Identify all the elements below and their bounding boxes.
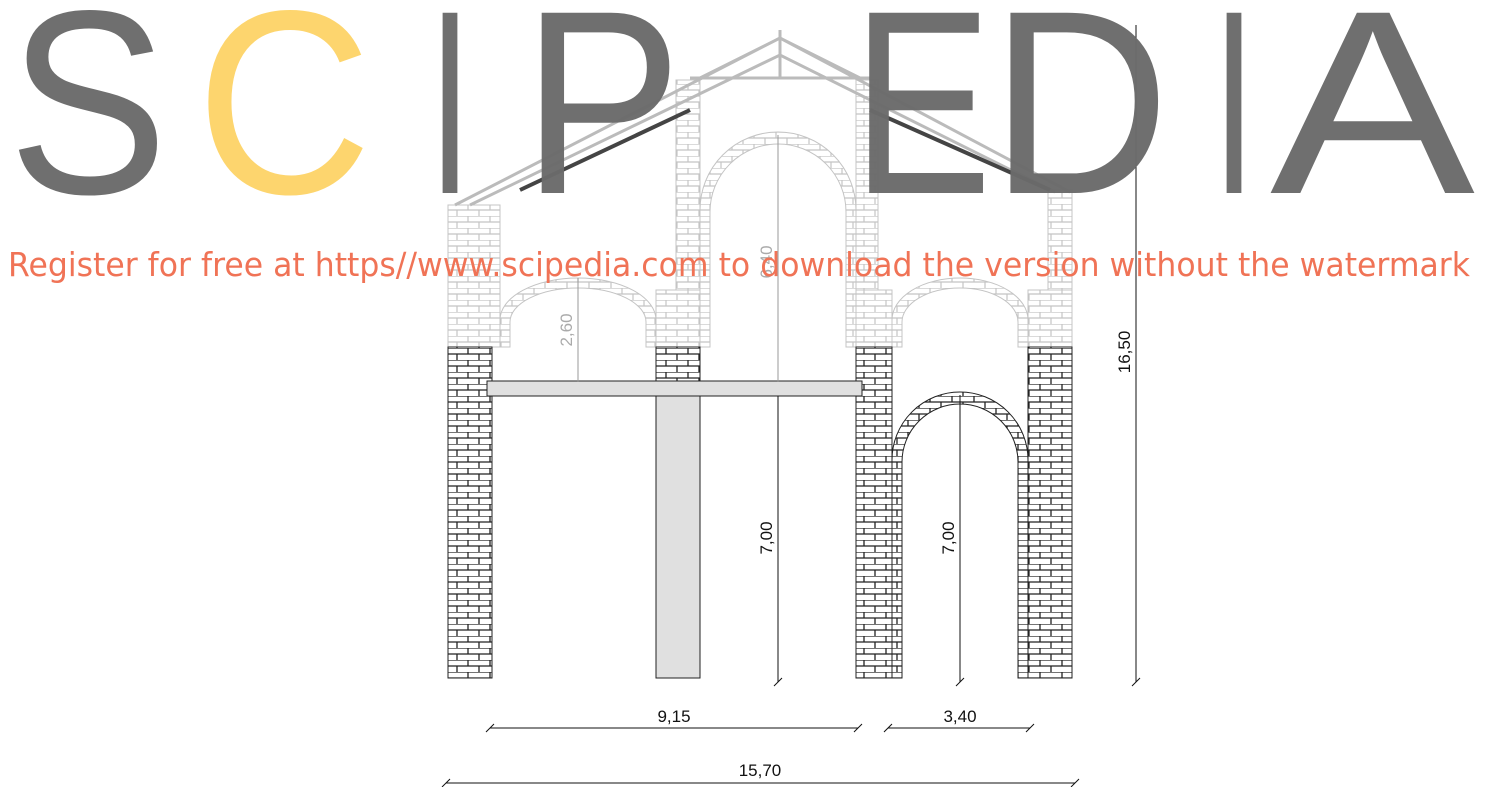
- dimension-label: 3,40: [943, 707, 976, 726]
- dimension-label: 2,60: [557, 313, 576, 346]
- logo-letter: C: [196, 0, 372, 249]
- dimension-label: 16,50: [1115, 331, 1134, 374]
- logo-letter: D: [990, 0, 1170, 249]
- logo-letter: E: [852, 0, 992, 249]
- dimension-label: 7,00: [939, 521, 958, 554]
- dimension-label: 15,70: [739, 761, 782, 780]
- logo-letter: I: [428, 0, 472, 249]
- logo-letter: P: [522, 0, 682, 249]
- logo-letter: I: [1212, 0, 1256, 249]
- drawing: 2,60 6,40 16,50 7,00 7,00 9,15 3,40 15,7…: [0, 0, 1488, 787]
- logo-letter: S: [8, 0, 168, 249]
- page: 2,60 6,40 16,50 7,00 7,00 9,15 3,40 15,7…: [0, 0, 1488, 787]
- logo-letter: A: [1270, 0, 1476, 249]
- watermark: Register for free at https//www.scipedia…: [8, 245, 1471, 284]
- lower-structure: [448, 347, 1072, 678]
- dimension-label: 9,15: [657, 707, 690, 726]
- dimension-label: 7,00: [757, 521, 776, 554]
